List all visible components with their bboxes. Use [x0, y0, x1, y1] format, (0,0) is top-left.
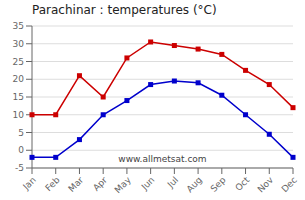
svg-text:35: 35	[13, 21, 24, 31]
svg-text:May: May	[113, 174, 134, 195]
svg-text:Jun: Jun	[139, 175, 157, 193]
svg-text:Aug: Aug	[185, 175, 205, 195]
svg-text:-5: -5	[15, 163, 24, 173]
svg-text:10: 10	[13, 110, 25, 120]
svg-text:Feb: Feb	[43, 175, 62, 194]
svg-text:Oct: Oct	[233, 175, 251, 193]
svg-text:Nov: Nov	[256, 174, 276, 194]
svg-text:0: 0	[18, 145, 24, 155]
svg-text:Jul: Jul	[165, 175, 180, 190]
svg-text:15: 15	[13, 92, 24, 102]
svg-text:30: 30	[13, 39, 25, 49]
html-text:Parachinar : temperatures (°C): Parachinar : temperatures (°C)	[32, 3, 217, 17]
svg-text:5: 5	[18, 128, 24, 138]
svg-text:Sep: Sep	[209, 175, 228, 194]
svg-text:Mar: Mar	[66, 175, 85, 194]
svg-text:Apr: Apr	[91, 175, 109, 193]
svg-text:20: 20	[13, 74, 25, 84]
html-text:www.allmetsat.com: www.allmetsat.com	[118, 154, 207, 164]
svg-text:25: 25	[13, 57, 24, 67]
svg-text:Jan: Jan	[20, 175, 38, 193]
svg-text:Dec: Dec	[280, 175, 297, 194]
